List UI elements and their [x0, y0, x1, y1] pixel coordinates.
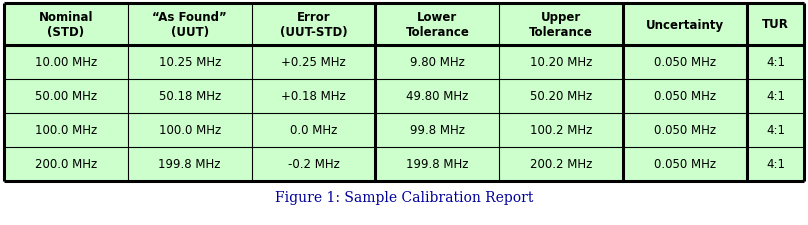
Text: 9.80 MHz: 9.80 MHz — [410, 56, 465, 69]
Bar — [499, 46, 623, 80]
Bar — [623, 113, 747, 147]
Text: 50.00 MHz: 50.00 MHz — [35, 90, 97, 103]
Bar — [128, 80, 251, 113]
Bar — [376, 147, 499, 181]
Text: 10.20 MHz: 10.20 MHz — [530, 56, 592, 69]
Text: Lower
Tolerance: Lower Tolerance — [406, 11, 469, 39]
Text: 4:1: 4:1 — [766, 90, 785, 103]
Bar — [376, 113, 499, 147]
Bar — [499, 80, 623, 113]
Bar — [251, 46, 376, 80]
Bar — [499, 147, 623, 181]
Text: 0.0 MHz: 0.0 MHz — [290, 124, 337, 137]
Text: Nominal
(STD): Nominal (STD) — [39, 11, 93, 39]
Bar — [128, 46, 251, 80]
Bar — [499, 113, 623, 147]
Text: 0.050 MHz: 0.050 MHz — [654, 124, 716, 137]
Text: Error
(UUT-STD): Error (UUT-STD) — [280, 11, 347, 39]
Bar — [251, 113, 376, 147]
Bar — [747, 4, 804, 46]
Text: -0.2 MHz: -0.2 MHz — [288, 158, 339, 171]
Bar — [4, 4, 128, 46]
Text: +0.25 MHz: +0.25 MHz — [281, 56, 346, 69]
Bar — [623, 80, 747, 113]
Text: 0.050 MHz: 0.050 MHz — [654, 90, 716, 103]
Bar — [251, 147, 376, 181]
Text: 100.0 MHz: 100.0 MHz — [158, 124, 221, 137]
Text: 199.8 MHz: 199.8 MHz — [158, 158, 221, 171]
Bar — [128, 4, 251, 46]
Bar — [251, 80, 376, 113]
Bar — [623, 4, 747, 46]
Text: TUR: TUR — [762, 18, 789, 31]
Bar — [128, 147, 251, 181]
Text: 99.8 MHz: 99.8 MHz — [410, 124, 465, 137]
Text: Upper
Tolerance: Upper Tolerance — [529, 11, 593, 39]
Text: 0.050 MHz: 0.050 MHz — [654, 56, 716, 69]
Text: Figure 1: Sample Calibration Report: Figure 1: Sample Calibration Report — [275, 190, 533, 204]
Bar — [251, 4, 376, 46]
Text: 200.2 MHz: 200.2 MHz — [530, 158, 592, 171]
Text: “As Found”
(UUT): “As Found” (UUT) — [153, 11, 227, 39]
Bar — [376, 46, 499, 80]
Bar — [376, 80, 499, 113]
Bar — [4, 46, 128, 80]
Bar — [623, 147, 747, 181]
Bar — [623, 46, 747, 80]
Text: 100.0 MHz: 100.0 MHz — [35, 124, 97, 137]
Bar — [747, 113, 804, 147]
Text: 10.25 MHz: 10.25 MHz — [158, 56, 221, 69]
Text: Uncertainty: Uncertainty — [646, 18, 724, 31]
Text: 49.80 MHz: 49.80 MHz — [406, 90, 469, 103]
Bar — [747, 147, 804, 181]
Bar — [747, 80, 804, 113]
Bar — [4, 113, 128, 147]
Text: 200.0 MHz: 200.0 MHz — [35, 158, 97, 171]
Text: 0.050 MHz: 0.050 MHz — [654, 158, 716, 171]
Text: 4:1: 4:1 — [766, 158, 785, 171]
Text: 50.18 MHz: 50.18 MHz — [158, 90, 221, 103]
Text: 10.00 MHz: 10.00 MHz — [35, 56, 97, 69]
Text: 199.8 MHz: 199.8 MHz — [406, 158, 469, 171]
Bar — [4, 80, 128, 113]
Bar — [499, 4, 623, 46]
Bar — [128, 113, 251, 147]
Text: 100.2 MHz: 100.2 MHz — [530, 124, 592, 137]
Text: 4:1: 4:1 — [766, 124, 785, 137]
Bar — [4, 147, 128, 181]
Bar — [376, 4, 499, 46]
Text: 50.20 MHz: 50.20 MHz — [530, 90, 592, 103]
Text: +0.18 MHz: +0.18 MHz — [281, 90, 346, 103]
Text: 4:1: 4:1 — [766, 56, 785, 69]
Bar — [747, 46, 804, 80]
